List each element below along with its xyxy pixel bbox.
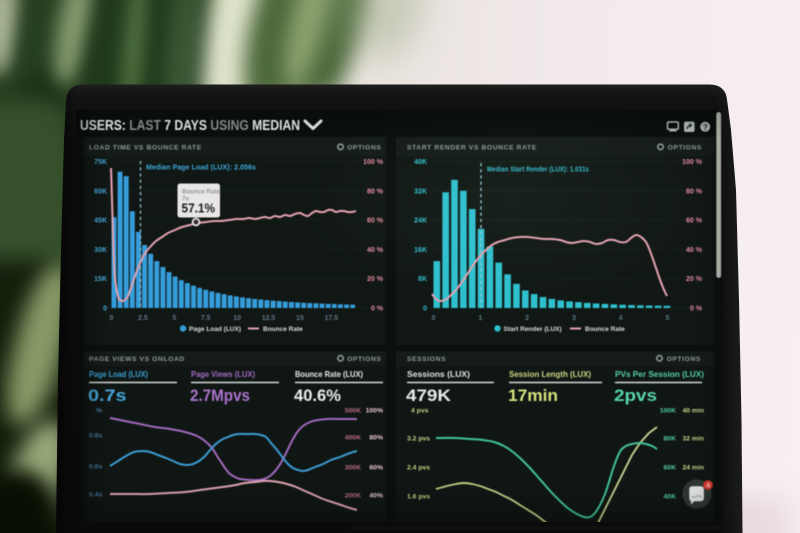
svg-text:45K: 45K bbox=[94, 218, 107, 225]
svg-text:32K: 32K bbox=[414, 188, 427, 195]
svg-text:2.4 pvs: 2.4 pvs bbox=[407, 465, 430, 472]
svg-text:1: 1 bbox=[478, 315, 482, 322]
svg-text:OPTIONS: OPTIONS bbox=[347, 145, 381, 152]
svg-text:SESSIONS: SESSIONS bbox=[407, 356, 446, 363]
svg-text:0.7s: 0.7s bbox=[88, 386, 127, 405]
svg-text:Median Start Render (LUX): 1.0: Median Start Render (LUX): 1.031s bbox=[487, 167, 589, 174]
svg-text:4 pvs: 4 pvs bbox=[411, 408, 429, 415]
svg-text:60K: 60K bbox=[94, 188, 107, 195]
svg-text:?: ? bbox=[703, 122, 708, 132]
svg-text:OPTIONS: OPTIONS bbox=[667, 356, 701, 363]
svg-text:3.2 pvs: 3.2 pvs bbox=[407, 436, 430, 443]
svg-text:24 min: 24 min bbox=[682, 465, 704, 472]
svg-text:10: 10 bbox=[233, 315, 241, 322]
svg-text:40 min: 40 min bbox=[682, 408, 704, 415]
svg-text:24K: 24K bbox=[414, 218, 427, 225]
svg-text:4: 4 bbox=[619, 315, 623, 322]
svg-text:3: 3 bbox=[572, 315, 576, 322]
svg-text:START RENDER VS BOUNCE RATE: START RENDER VS BOUNCE RATE bbox=[407, 145, 537, 152]
svg-text:4: 4 bbox=[706, 483, 710, 490]
svg-text:5: 5 bbox=[666, 315, 670, 322]
svg-text:7s: 7s bbox=[182, 196, 189, 203]
svg-text:OPTIONS: OPTIONS bbox=[668, 145, 702, 152]
svg-text:40 %: 40 % bbox=[367, 247, 384, 254]
svg-text:30K: 30K bbox=[94, 247, 107, 254]
svg-text:40K: 40K bbox=[664, 494, 677, 501]
svg-text:2: 2 bbox=[525, 315, 529, 322]
svg-text:80 %: 80 % bbox=[686, 188, 703, 195]
svg-text:Bounce Rate: Bounce Rate bbox=[585, 326, 625, 333]
svg-text:57.1%: 57.1% bbox=[182, 202, 216, 216]
svg-text:USERS: LAST 7 DAYS USING MEDIA: USERS: LAST 7 DAYS USING MEDIAN bbox=[80, 118, 300, 134]
svg-text:32 min: 32 min bbox=[682, 436, 704, 443]
svg-text:2pvs: 2pvs bbox=[614, 386, 657, 405]
svg-text:PVs Per Session (LUX): PVs Per Session (LUX) bbox=[615, 370, 704, 379]
svg-text:Bounce Rate: Bounce Rate bbox=[182, 189, 220, 196]
svg-text:17min: 17min bbox=[508, 386, 558, 405]
svg-text:5: 5 bbox=[172, 315, 176, 322]
svg-text:40%: 40% bbox=[369, 493, 383, 500]
svg-text:17.5: 17.5 bbox=[324, 315, 338, 322]
svg-text:8K: 8K bbox=[418, 276, 427, 283]
svg-text:400K: 400K bbox=[345, 435, 361, 442]
svg-text:0: 0 bbox=[432, 315, 436, 322]
svg-text:500K: 500K bbox=[345, 408, 361, 415]
svg-text:40K: 40K bbox=[414, 159, 427, 166]
svg-text:1.6 pvs: 1.6 pvs bbox=[407, 494, 430, 501]
svg-text:40 %: 40 % bbox=[686, 247, 703, 254]
svg-text:15: 15 bbox=[296, 315, 304, 322]
svg-text:2.5: 2.5 bbox=[138, 315, 148, 322]
svg-text:16K: 16K bbox=[414, 247, 427, 254]
svg-text:80 %: 80 % bbox=[367, 188, 384, 195]
svg-text:100%: 100% bbox=[366, 408, 383, 415]
svg-text:0: 0 bbox=[110, 315, 114, 322]
svg-text:20 %: 20 % bbox=[367, 276, 384, 283]
svg-text:300K: 300K bbox=[345, 465, 361, 472]
svg-text:PAGE VIEWS VS ONLOAD: PAGE VIEWS VS ONLOAD bbox=[89, 356, 185, 363]
svg-text:60K: 60K bbox=[664, 465, 677, 472]
svg-text:Session Length (LUX): Session Length (LUX) bbox=[509, 370, 591, 379]
svg-text:0: 0 bbox=[423, 306, 427, 313]
svg-text:LOAD TIME VS BOUNCE RATE: LOAD TIME VS BOUNCE RATE bbox=[89, 145, 202, 152]
svg-text:Page Load (LUX): Page Load (LUX) bbox=[189, 326, 241, 333]
svg-text:20 %: 20 % bbox=[686, 276, 703, 283]
svg-text:80K: 80K bbox=[664, 436, 677, 443]
svg-text:40.6%: 40.6% bbox=[294, 386, 341, 405]
svg-text:0: 0 bbox=[103, 306, 107, 313]
svg-text:0.6s: 0.6s bbox=[89, 464, 102, 471]
svg-text:2.7Mpvs: 2.7Mpvs bbox=[190, 386, 250, 405]
svg-text:100K: 100K bbox=[660, 408, 676, 415]
svg-text:Bounce Rate (LUX): Bounce Rate (LUX) bbox=[295, 370, 363, 379]
svg-text:60 %: 60 % bbox=[686, 218, 703, 225]
svg-text:Sessions (LUX): Sessions (LUX) bbox=[407, 370, 470, 379]
svg-text:100 %: 100 % bbox=[363, 159, 384, 166]
svg-text:0.8s: 0.8s bbox=[89, 433, 102, 440]
svg-text:OPTIONS: OPTIONS bbox=[347, 356, 381, 363]
svg-text:75K: 75K bbox=[94, 159, 107, 166]
svg-text:Bounce Rate: Bounce Rate bbox=[263, 326, 303, 333]
svg-text:%: % bbox=[96, 408, 102, 415]
svg-text:Page Views (LUX): Page Views (LUX) bbox=[191, 370, 255, 379]
svg-text:80%: 80% bbox=[369, 435, 383, 442]
svg-text:60 %: 60 % bbox=[367, 218, 384, 225]
svg-text:100 %: 100 % bbox=[682, 159, 703, 166]
svg-text:Page Load (LUX): Page Load (LUX) bbox=[89, 370, 148, 379]
svg-text:7.5: 7.5 bbox=[201, 315, 211, 322]
svg-text:0 %: 0 % bbox=[690, 306, 703, 313]
svg-text:200K: 200K bbox=[345, 493, 361, 500]
svg-text:0 %: 0 % bbox=[371, 306, 384, 313]
svg-text:0.4s: 0.4s bbox=[89, 492, 102, 499]
svg-text:479K: 479K bbox=[406, 386, 451, 405]
svg-text:Start Render (LUX): Start Render (LUX) bbox=[504, 326, 562, 333]
svg-text:12.5: 12.5 bbox=[262, 315, 276, 322]
svg-text:15K: 15K bbox=[94, 276, 107, 283]
svg-text:Median Page Load (LUX): 2.056s: Median Page Load (LUX): 2.056s bbox=[146, 165, 256, 172]
svg-text:60%: 60% bbox=[369, 465, 383, 472]
